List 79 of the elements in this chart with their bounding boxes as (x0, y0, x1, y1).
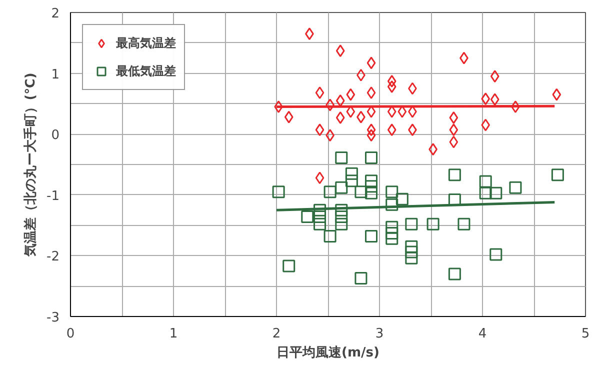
point (405, 252, 418, 264)
point (324, 186, 336, 198)
x-tick-label: 3 (375, 326, 384, 342)
legend-label: 最低気温差 (116, 62, 176, 80)
point (490, 248, 502, 261)
point (481, 92, 490, 106)
point (458, 218, 470, 230)
point (386, 186, 398, 198)
x-tick-label: 5 (581, 326, 590, 342)
point (490, 70, 500, 83)
point (481, 118, 490, 132)
y-tick-label: 1 (51, 67, 60, 82)
point (315, 172, 324, 184)
point (449, 136, 458, 148)
point (284, 110, 294, 124)
point (365, 152, 378, 164)
point (479, 186, 492, 200)
point (314, 204, 326, 216)
y-tick-label: -2 (46, 250, 60, 265)
point (345, 167, 358, 180)
x-tick-label: 4 (478, 326, 487, 342)
point (282, 260, 296, 272)
point (387, 80, 396, 93)
x-tick-label: 2 (272, 326, 281, 342)
point (366, 129, 376, 142)
point (272, 186, 285, 198)
point (449, 111, 458, 124)
point (354, 272, 368, 284)
point (314, 218, 326, 230)
point (336, 44, 345, 58)
point (366, 124, 376, 136)
point (315, 124, 324, 136)
point (396, 192, 408, 206)
point (365, 174, 378, 188)
legend-label: 最高気温差 (116, 34, 176, 52)
point (336, 111, 345, 124)
point (387, 124, 396, 136)
point (335, 210, 348, 224)
y-tick-label: -1 (46, 188, 60, 204)
point (335, 204, 348, 216)
point (366, 86, 376, 100)
point (490, 186, 502, 200)
point (448, 268, 461, 280)
point (479, 175, 492, 188)
point (366, 56, 376, 70)
y-tick-label: -3 (46, 310, 60, 326)
point (386, 232, 398, 245)
point (335, 152, 348, 164)
point (324, 230, 336, 242)
x-axis-title: 日平均風速(m/s) (276, 346, 380, 360)
point (405, 218, 418, 230)
point (365, 186, 378, 200)
point (345, 174, 358, 188)
point (315, 86, 324, 100)
point (336, 94, 345, 107)
point (552, 88, 562, 101)
point (490, 93, 500, 106)
point (386, 198, 398, 211)
point (449, 124, 458, 136)
point (354, 186, 368, 198)
point (365, 230, 378, 242)
y-tick-label: 0 (51, 128, 60, 144)
point (335, 218, 348, 230)
point (301, 210, 314, 224)
point (448, 168, 461, 182)
y-tick-label: 2 (51, 6, 60, 22)
point (346, 88, 356, 101)
point (405, 246, 418, 258)
point (387, 74, 396, 88)
y-axis-title: 気温差（北の丸ー大手町）(℃) (22, 72, 39, 258)
x-tick-label: 0 (66, 326, 75, 342)
x-tick-label: 1 (169, 326, 178, 342)
point (335, 181, 348, 194)
point (386, 220, 398, 234)
point (509, 181, 522, 194)
point (386, 226, 398, 240)
point (551, 168, 564, 182)
point (426, 218, 440, 230)
point (405, 240, 418, 253)
